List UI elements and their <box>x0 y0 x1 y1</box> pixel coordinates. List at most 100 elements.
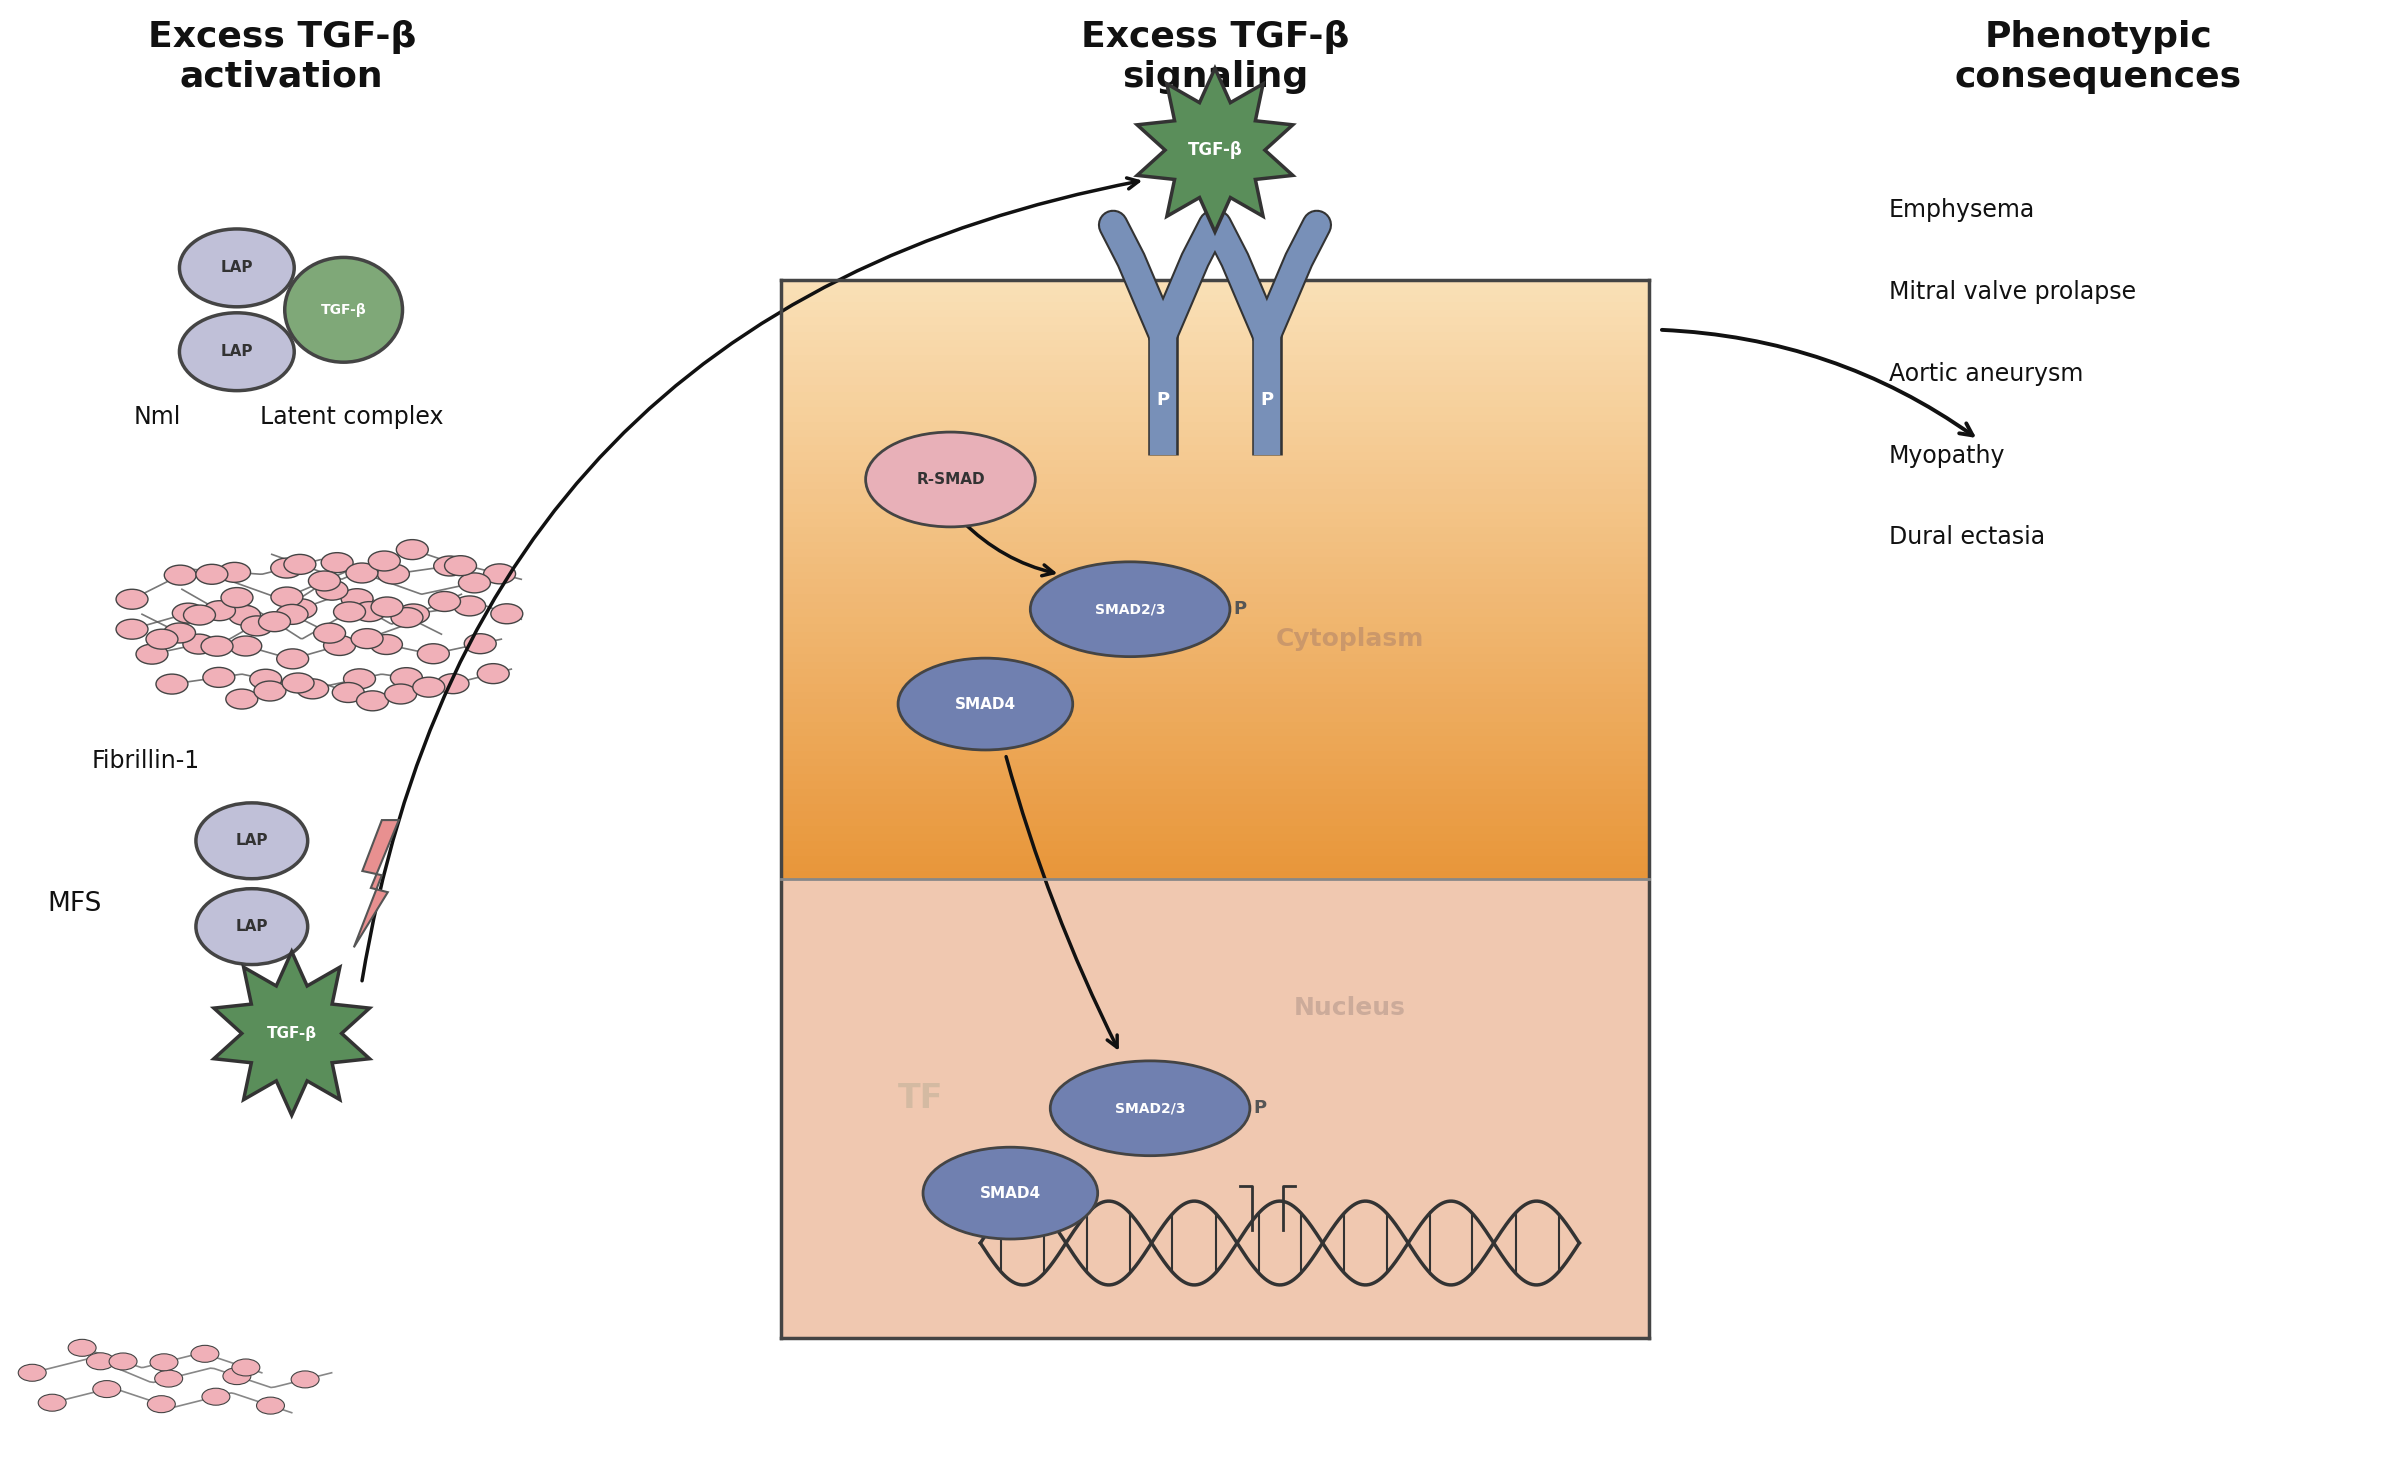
Bar <box>781 677 1650 684</box>
Ellipse shape <box>356 692 389 711</box>
Bar <box>781 505 1650 512</box>
Bar <box>781 826 1650 833</box>
Ellipse shape <box>396 540 427 560</box>
Ellipse shape <box>1051 1061 1249 1156</box>
Ellipse shape <box>196 889 308 964</box>
Text: SMAD2/3: SMAD2/3 <box>1115 1102 1184 1115</box>
Ellipse shape <box>155 674 189 694</box>
Bar <box>781 474 1650 481</box>
Ellipse shape <box>485 563 516 584</box>
Ellipse shape <box>19 1364 45 1382</box>
Ellipse shape <box>148 1396 174 1412</box>
Ellipse shape <box>284 598 318 619</box>
Ellipse shape <box>201 636 234 657</box>
Ellipse shape <box>291 1371 320 1388</box>
Bar <box>781 572 1650 579</box>
Text: Excess TGF-β
signaling: Excess TGF-β signaling <box>1082 20 1349 93</box>
Bar <box>781 871 1650 878</box>
Bar <box>781 512 1650 519</box>
Ellipse shape <box>437 674 468 693</box>
Ellipse shape <box>203 601 236 620</box>
Ellipse shape <box>389 668 423 687</box>
Ellipse shape <box>277 649 308 668</box>
Ellipse shape <box>370 635 404 655</box>
Ellipse shape <box>427 591 461 611</box>
Bar <box>781 692 1650 699</box>
Bar <box>781 287 1650 295</box>
Ellipse shape <box>146 629 179 649</box>
Ellipse shape <box>251 670 282 689</box>
Ellipse shape <box>93 1380 122 1398</box>
Text: Nml: Nml <box>134 404 181 429</box>
Bar <box>781 362 1650 369</box>
Polygon shape <box>215 951 370 1115</box>
Ellipse shape <box>203 667 234 687</box>
Bar <box>781 842 1650 849</box>
Bar <box>781 639 1650 646</box>
Ellipse shape <box>179 229 294 306</box>
Ellipse shape <box>315 581 349 600</box>
Bar <box>781 737 1650 744</box>
Ellipse shape <box>150 1354 179 1371</box>
Ellipse shape <box>1029 562 1230 657</box>
Ellipse shape <box>38 1395 67 1411</box>
Bar <box>781 302 1650 309</box>
Bar <box>781 833 1650 842</box>
Ellipse shape <box>332 683 365 702</box>
Ellipse shape <box>229 636 263 657</box>
Ellipse shape <box>924 1147 1098 1239</box>
Bar <box>781 445 1650 452</box>
Ellipse shape <box>346 563 377 584</box>
Ellipse shape <box>203 1388 229 1405</box>
Text: R-SMAD: R-SMAD <box>917 471 984 487</box>
Bar <box>781 797 1650 804</box>
Ellipse shape <box>117 619 148 639</box>
Bar <box>781 730 1650 737</box>
Ellipse shape <box>313 623 346 643</box>
Bar <box>781 467 1650 474</box>
Polygon shape <box>1137 69 1292 232</box>
Ellipse shape <box>435 556 466 576</box>
Text: Latent complex: Latent complex <box>260 404 444 429</box>
Ellipse shape <box>172 603 205 623</box>
Bar <box>781 392 1650 400</box>
Bar <box>781 550 1650 557</box>
Ellipse shape <box>282 673 315 693</box>
Ellipse shape <box>196 802 308 878</box>
Ellipse shape <box>444 556 478 576</box>
Bar <box>781 632 1650 639</box>
Ellipse shape <box>353 601 384 622</box>
Bar <box>781 325 1650 333</box>
Ellipse shape <box>320 553 353 572</box>
Bar <box>781 355 1650 362</box>
Ellipse shape <box>478 664 509 684</box>
Text: TF: TF <box>898 1081 943 1115</box>
Ellipse shape <box>136 645 167 664</box>
Ellipse shape <box>377 565 408 584</box>
Bar <box>781 706 1650 713</box>
Bar <box>781 333 1650 340</box>
Text: Mitral valve prolapse: Mitral valve prolapse <box>1889 280 2135 303</box>
Text: LAP: LAP <box>220 260 253 276</box>
Ellipse shape <box>370 597 404 617</box>
Ellipse shape <box>270 559 303 578</box>
Bar <box>781 369 1650 378</box>
Text: LAP: LAP <box>220 344 253 359</box>
Ellipse shape <box>277 604 308 624</box>
Ellipse shape <box>351 629 382 649</box>
Bar <box>781 878 1650 1338</box>
Ellipse shape <box>296 678 330 699</box>
Text: Fibrillin-1: Fibrillin-1 <box>93 748 201 773</box>
Bar <box>781 849 1650 856</box>
Bar <box>781 744 1650 751</box>
Ellipse shape <box>184 605 215 624</box>
Bar <box>781 481 1650 489</box>
Ellipse shape <box>341 588 373 608</box>
Text: LAP: LAP <box>236 919 267 934</box>
Text: Myopathy: Myopathy <box>1889 444 2006 467</box>
Bar <box>781 766 1650 773</box>
Bar <box>781 713 1650 722</box>
Bar <box>781 789 1650 797</box>
Ellipse shape <box>241 616 272 636</box>
Ellipse shape <box>392 607 423 627</box>
